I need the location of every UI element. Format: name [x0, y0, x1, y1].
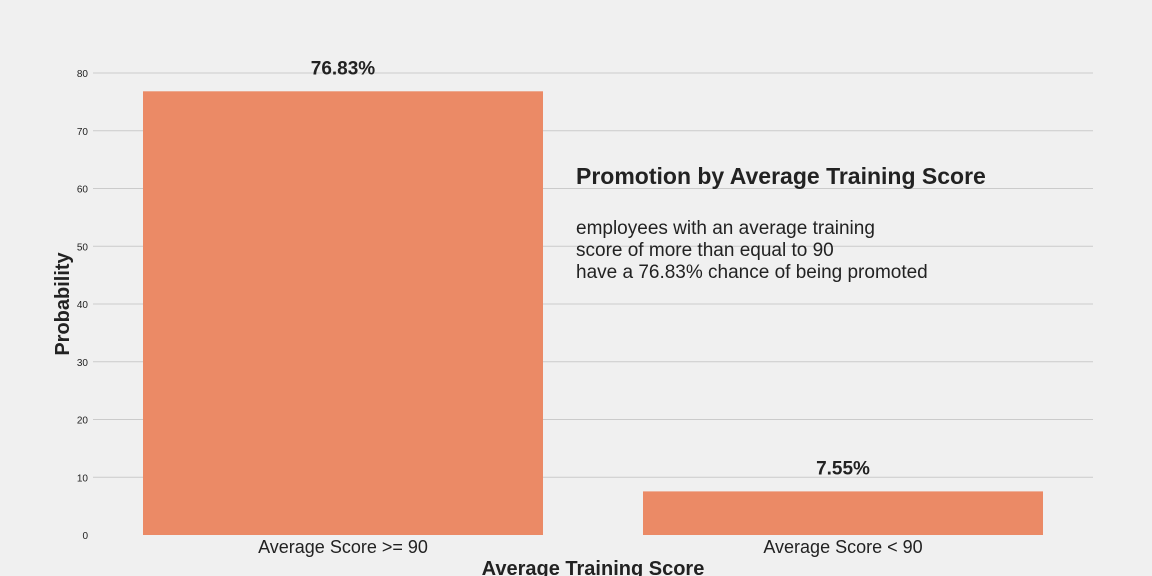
annotation-box: Promotion by Average Training Score empl…	[576, 163, 986, 283]
x-axis-categories: Average Score >= 90 Average Score < 90	[258, 537, 923, 557]
annotation-line-1: employees with an average training	[576, 218, 875, 239]
x-axis-title: Average Training Score	[482, 558, 705, 576]
bar-value-label: 76.83%	[311, 58, 376, 79]
bars	[143, 91, 1043, 535]
annotation-title: Promotion by Average Training Score	[576, 163, 986, 189]
y-tick-label: 40	[77, 300, 89, 311]
bar-value-label: 7.55%	[816, 458, 870, 479]
annotation-line-3: have a 76.83% chance of being promoted	[576, 262, 928, 283]
y-tick-label: 20	[77, 416, 89, 427]
y-axis-ticks: 0 10 20 30 40 50 60 70 80	[77, 69, 89, 542]
y-tick-label: 0	[82, 531, 88, 542]
y-tick-label: 50	[77, 242, 89, 253]
y-axis-title: Probability	[52, 251, 74, 355]
y-tick-label: 30	[77, 358, 89, 369]
bar	[643, 491, 1043, 535]
y-tick-label: 60	[77, 185, 89, 196]
y-tick-label: 10	[77, 473, 89, 484]
annotation-line-2: score of more than equal to 90	[576, 240, 834, 261]
bar-value-labels: 76.83% 7.55%	[311, 58, 870, 479]
y-tick-label: 70	[77, 127, 89, 138]
y-tick-label: 80	[77, 69, 89, 80]
x-category-label: Average Score < 90	[763, 537, 922, 557]
bar	[143, 91, 543, 535]
x-category-label: Average Score >= 90	[258, 537, 428, 557]
